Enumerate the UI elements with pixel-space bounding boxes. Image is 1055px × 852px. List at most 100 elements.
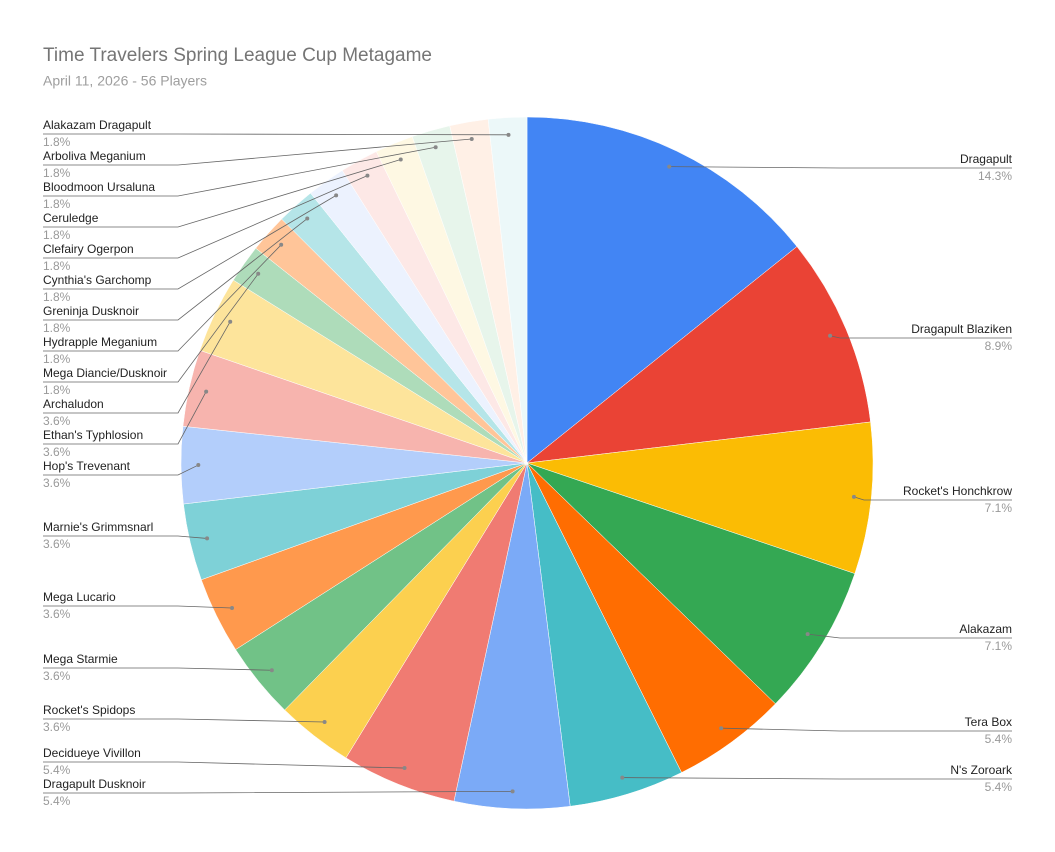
- leader-line: [43, 391, 207, 445]
- slice-value-label: 3.6%: [43, 720, 71, 734]
- slice-value-label: 14.3%: [978, 169, 1012, 183]
- slice-label: Decidueye Vivillon: [43, 746, 141, 760]
- leader-line: [43, 605, 233, 609]
- pie-slice: [526, 116, 798, 464]
- leader-dot: [506, 132, 511, 137]
- leader-line: [43, 667, 272, 671]
- slice-value-label: 1.8%: [43, 383, 71, 397]
- leader-dot: [433, 145, 438, 150]
- slice-value-label: 1.8%: [43, 352, 71, 366]
- slice-value-label: 3.6%: [43, 669, 71, 683]
- leader-dot: [402, 766, 407, 771]
- chart-title: Time Travelers Spring League Cup Metagam…: [43, 45, 432, 66]
- leader-dot: [805, 632, 810, 637]
- slice-value-label: 1.8%: [43, 259, 71, 273]
- slice-label: Tera Box: [965, 715, 1012, 729]
- slice-value-label: 1.8%: [43, 166, 71, 180]
- leader-dot: [269, 668, 274, 673]
- pie-slice: [526, 462, 856, 705]
- leader-dot: [398, 157, 403, 162]
- leader-line: [43, 535, 208, 539]
- slice-value-label: 3.6%: [43, 414, 71, 428]
- leader-line: [43, 321, 231, 414]
- slice-label: Hydrapple Meganium: [43, 335, 157, 349]
- leader-dot: [230, 605, 235, 610]
- slice-value-label: 5.4%: [985, 780, 1013, 794]
- slice-label: Alakazam Dragapult: [43, 118, 152, 132]
- leader-line: [43, 159, 401, 228]
- slice-value-label: 3.6%: [43, 445, 71, 459]
- slice-label: Archaludon: [43, 397, 104, 411]
- leader-line: [43, 218, 308, 321]
- leader-line: [43, 718, 325, 723]
- leader-line: [43, 761, 405, 769]
- pie-slice: [487, 116, 528, 464]
- leader-dot: [828, 333, 833, 338]
- slice-label: Alakazam: [959, 622, 1012, 636]
- leader-dot: [510, 789, 515, 794]
- leader-line: [721, 727, 1012, 732]
- leader-line: [43, 195, 337, 290]
- slice-label: Mega Lucario: [43, 590, 116, 604]
- leader-line: [43, 244, 282, 352]
- leader-line: [43, 133, 509, 136]
- leader-dot: [196, 463, 201, 468]
- slice-label: Cynthia's Garchomp: [43, 273, 152, 287]
- slice-value-label: 5.4%: [985, 732, 1013, 746]
- leader-line: [43, 138, 472, 166]
- leader-dot: [322, 719, 327, 724]
- leader-line: [853, 496, 1012, 501]
- slice-label: Mega Diancie/Dusknoir: [43, 366, 167, 380]
- slice-value-label: 5.4%: [43, 794, 71, 808]
- slice-label: Dragapult: [960, 152, 1013, 166]
- leader-dot: [334, 193, 339, 198]
- slice-value-label: 1.8%: [43, 197, 71, 211]
- leader-line: [43, 175, 368, 259]
- slice-value-label: 1.8%: [43, 135, 71, 149]
- chart-subtitle: April 11, 2026 - 56 Players: [43, 73, 207, 89]
- leader-line: [669, 166, 1012, 169]
- leader-dot: [204, 389, 209, 394]
- slice-label: Clefairy Ogerpon: [43, 242, 134, 256]
- slice-value-label: 7.1%: [985, 501, 1013, 515]
- slice-label: Bloodmoon Ursaluna: [43, 180, 155, 194]
- slice-value-label: 3.6%: [43, 476, 71, 490]
- slice-label: Ethan's Typhlosion: [43, 428, 143, 442]
- slice-value-label: 5.4%: [43, 763, 71, 777]
- leader-dot: [851, 494, 856, 499]
- slice-label: Dragapult Blaziken: [911, 322, 1012, 336]
- slice-value-label: 8.9%: [985, 339, 1013, 353]
- slice-value-label: 7.1%: [985, 639, 1013, 653]
- slice-label: Arboliva Meganium: [43, 149, 146, 163]
- slice-value-label: 1.8%: [43, 290, 71, 304]
- leader-dot: [228, 319, 233, 324]
- leader-line: [807, 633, 1012, 639]
- slice-label: Mega Starmie: [43, 652, 118, 666]
- slice-label: N's Zoroark: [950, 763, 1013, 777]
- leader-line: [43, 273, 259, 383]
- leader-dot: [719, 726, 724, 731]
- leader-dot: [620, 775, 625, 780]
- slice-label: Rocket's Honchkrow: [903, 484, 1012, 498]
- leader-dot: [305, 216, 310, 221]
- pie-slice: [526, 246, 871, 464]
- slice-label: Rocket's Spidops: [43, 703, 135, 717]
- leader-line: [43, 464, 199, 476]
- slice-label: Hop's Trevenant: [43, 459, 131, 473]
- slice-label: Ceruledge: [43, 211, 99, 225]
- slice-value-label: 3.6%: [43, 607, 71, 621]
- leader-dot: [279, 242, 284, 247]
- pie-slice: [526, 421, 874, 574]
- leader-dot: [667, 164, 672, 169]
- leader-line: [622, 777, 1012, 780]
- slice-label: Dragapult Dusknoir: [43, 777, 146, 791]
- slice-value-label: 3.6%: [43, 537, 71, 551]
- leader-dot: [256, 271, 261, 276]
- slice-value-label: 1.8%: [43, 321, 71, 335]
- leader-line: [43, 146, 436, 197]
- slice-value-label: 1.8%: [43, 228, 71, 242]
- leader-line: [43, 790, 513, 794]
- slice-label: Marnie's Grimmsnarl: [43, 520, 153, 534]
- leader-dot: [469, 136, 474, 141]
